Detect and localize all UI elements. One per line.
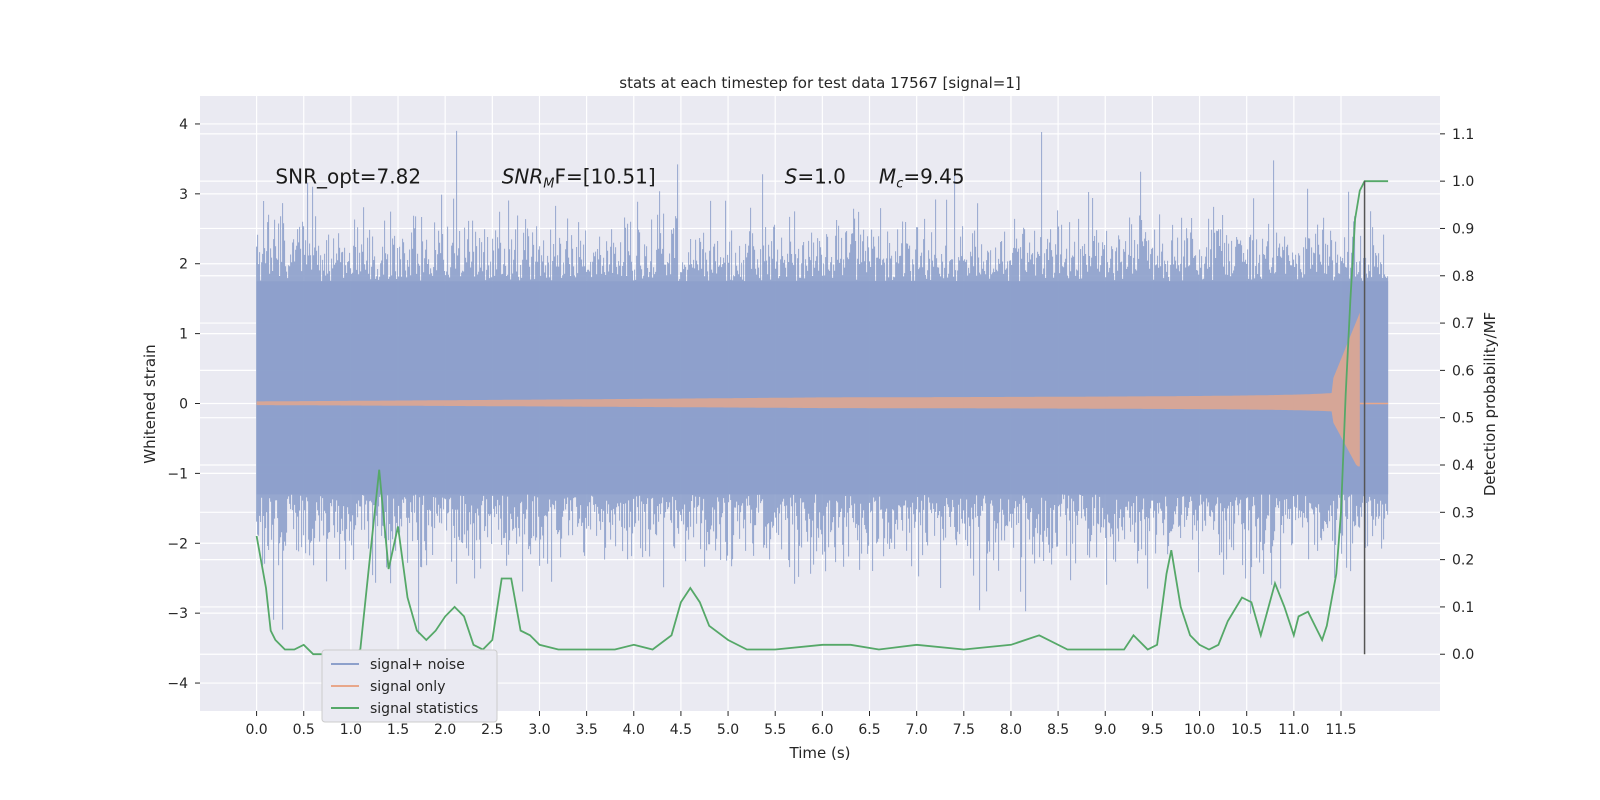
axes: 0.0 0.5 1.0 1.5 2.0 2.5 3.0 3.5 4.0 4.5 5.0 5.5 6.0 6…	[167, 117, 1474, 738]
y-right-tick-label: 0.2	[1452, 553, 1474, 569]
x-tick-label: 8.5	[1047, 722, 1069, 738]
y-tick-label: 2	[179, 257, 188, 273]
x-tick-label: 2.5	[481, 722, 503, 738]
y-axis-label: Whitened strain	[141, 344, 159, 463]
x-tick-label: 7.0	[906, 722, 928, 738]
y-right-tick-label: 0.9	[1452, 221, 1474, 237]
y-right-tick-label: 0.7	[1452, 316, 1474, 332]
y-tick-label: 4	[179, 117, 188, 133]
x-tick-label: 5.0	[717, 722, 739, 738]
x-tick-label: 0.0	[245, 722, 267, 738]
x-tick-label: 9.5	[1141, 722, 1163, 738]
x-tick-label: 1.0	[340, 722, 362, 738]
y-right-tick-label: 0.0	[1452, 647, 1474, 663]
legend: signal+ noise signal only signal statist…	[321, 649, 498, 723]
x-tick-label: 6.5	[858, 722, 880, 738]
y-right-tick-label: 0.3	[1452, 505, 1474, 521]
y-right-tick-label: 1.0	[1452, 174, 1474, 190]
x-tick-label: 2.0	[434, 722, 456, 738]
signal-statistics-series	[255, 180, 1389, 656]
y-tick-label: −1	[167, 466, 188, 482]
x-tick-label: 11.5	[1325, 722, 1356, 738]
x-tick-label: 10.0	[1184, 722, 1215, 738]
x-tick-label: 6.0	[811, 722, 833, 738]
x-tick-label: 1.5	[387, 722, 409, 738]
legend-box	[321, 649, 498, 723]
y-right-tick-label: 0.6	[1452, 363, 1474, 379]
x-tick-label: 10.5	[1231, 722, 1262, 738]
y-right-tick-label: 0.5	[1452, 411, 1474, 427]
legend-label-signal-statistics: signal statistics	[370, 701, 478, 717]
x-tick-label: 4.0	[623, 722, 645, 738]
chart-title: stats at each timestep for test data 175…	[619, 74, 1020, 92]
x-tick-label: 11.0	[1278, 722, 1309, 738]
annotations: SNR_opt=7.82 SNRMF=[10.51] S=1.0 Mc=9.45	[275, 164, 964, 191]
y-right-tick-label: 0.8	[1452, 269, 1474, 285]
statistics-line	[255, 180, 1389, 656]
y-tick-label: −2	[167, 536, 188, 552]
legend-label-signal-only: signal only	[370, 679, 445, 695]
x-tick-label: 0.5	[293, 722, 315, 738]
y-right-tick-label: 0.1	[1452, 600, 1474, 616]
y-tick-label: 1	[179, 327, 188, 343]
signal-noise-series	[256, 130, 1389, 635]
legend-label-signal-noise: signal+ noise	[370, 657, 465, 673]
y-tick-label: 3	[179, 187, 188, 203]
x-tick-label: 3.0	[528, 722, 550, 738]
y-axis-label-right: Detection probability/MF	[1481, 312, 1499, 496]
annotation-snr_opt: SNR_opt=7.82	[275, 164, 421, 188]
x-tick-label: 3.5	[575, 722, 597, 738]
x-tick-label: 7.5	[953, 722, 975, 738]
y-tick-label: −3	[167, 606, 188, 622]
y-right-tick-label: 0.4	[1452, 458, 1474, 474]
annotation-mc: Mc=9.45	[879, 164, 965, 191]
y-tick-label: −4	[167, 676, 188, 692]
annotation-snr_mf: SNRMF=[10.51]	[502, 164, 656, 191]
annotation-s: S=1.0	[785, 164, 846, 188]
x-tick-label: 9.0	[1094, 722, 1116, 738]
y-right-tick-label: 1.1	[1452, 127, 1474, 143]
x-tick-label: 8.0	[1000, 722, 1022, 738]
y-tick-label: 0	[179, 397, 188, 413]
x-axis-label: Time (s)	[789, 744, 851, 762]
x-tick-label: 4.5	[670, 722, 692, 738]
x-tick-label: 5.5	[764, 722, 786, 738]
